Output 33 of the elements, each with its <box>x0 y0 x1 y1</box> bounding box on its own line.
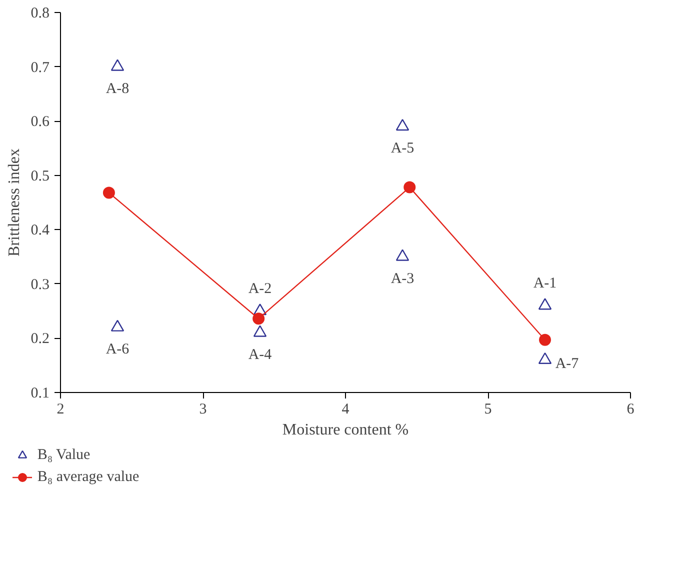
point <box>110 59 124 71</box>
y-tick-label: 0.8 <box>30 6 50 22</box>
point <box>253 304 267 316</box>
y-tick-label: 0.6 <box>30 114 50 130</box>
annotation: A-5 <box>390 140 414 156</box>
y-axis-title: Brittleness index <box>6 148 23 256</box>
x-axis-title: Moisture content % <box>282 422 409 438</box>
y-tick-label: 0.2 <box>30 331 50 348</box>
point <box>538 352 552 364</box>
y-tick-label: 0.5 <box>30 168 50 184</box>
point <box>110 320 124 332</box>
point <box>253 325 267 337</box>
annotation: A-3 <box>390 270 414 287</box>
y-tick-label: 0.3 <box>30 276 50 293</box>
x-tick-label: 6 <box>626 402 635 418</box>
point <box>396 249 410 261</box>
x-tick-label: 4 <box>342 402 350 418</box>
point <box>538 298 552 310</box>
x-tick-label: 2 <box>56 402 64 418</box>
y-tick-label: 0.7 <box>30 60 50 76</box>
annotation: A-2 <box>248 281 272 298</box>
legend-label: B₈ average value <box>37 468 140 486</box>
x-tick-label: 5 <box>484 402 492 418</box>
annotation: A-6 <box>106 341 130 358</box>
annotation: A-1 <box>533 276 557 292</box>
point <box>396 118 410 131</box>
annotation: A-7 <box>555 356 580 372</box>
annotation: A-4 <box>248 346 272 363</box>
legend-label: B₈ Value <box>37 446 90 464</box>
y-tick-label: 0.4 <box>30 222 50 239</box>
y-tick-label: 0.1 <box>30 386 50 402</box>
x-tick-label: 3 <box>199 402 207 418</box>
annotation: A-8 <box>106 80 130 97</box>
